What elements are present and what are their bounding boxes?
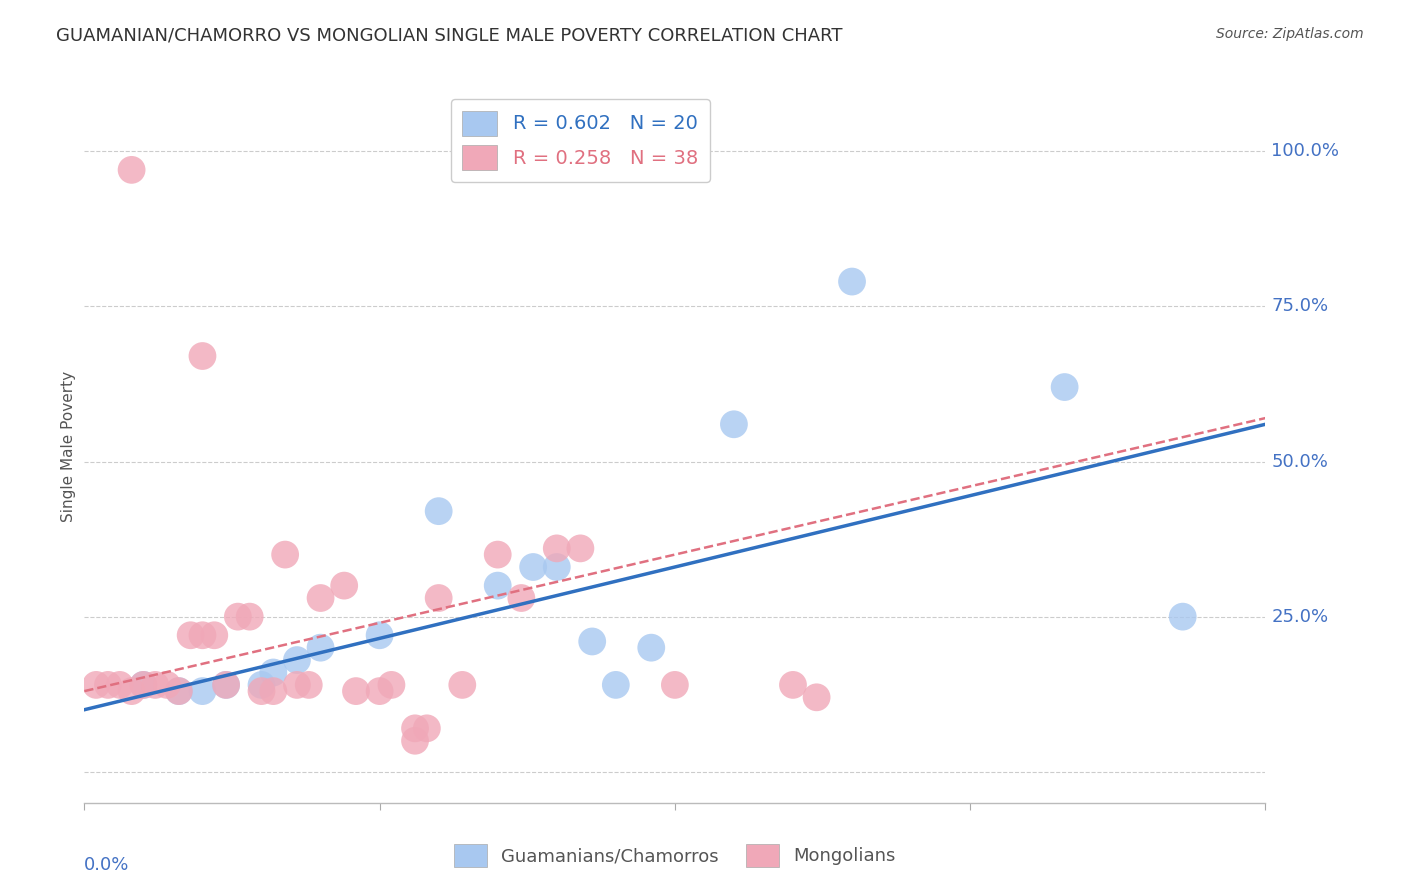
Point bbox=[344, 684, 367, 698]
Point bbox=[309, 591, 332, 605]
Point bbox=[546, 560, 568, 574]
Point bbox=[841, 275, 863, 289]
Point bbox=[285, 653, 308, 667]
Text: 25.0%: 25.0% bbox=[1271, 607, 1329, 625]
Point bbox=[298, 678, 321, 692]
Point bbox=[108, 678, 131, 692]
Point bbox=[404, 722, 426, 736]
Point bbox=[486, 579, 509, 593]
Point bbox=[239, 609, 262, 624]
Point bbox=[1171, 609, 1194, 624]
Text: GUAMANIAN/CHAMORRO VS MONGOLIAN SINGLE MALE POVERTY CORRELATION CHART: GUAMANIAN/CHAMORRO VS MONGOLIAN SINGLE M… bbox=[56, 27, 842, 45]
Point bbox=[404, 733, 426, 747]
Point bbox=[451, 678, 474, 692]
Point bbox=[132, 678, 155, 692]
Point bbox=[664, 678, 686, 692]
Point bbox=[215, 678, 238, 692]
Point bbox=[250, 678, 273, 692]
Y-axis label: Single Male Poverty: Single Male Poverty bbox=[60, 370, 76, 522]
Point bbox=[262, 684, 284, 698]
Legend: Guamanians/Chamorros, Mongolians: Guamanians/Chamorros, Mongolians bbox=[446, 835, 904, 876]
Text: 100.0%: 100.0% bbox=[1271, 142, 1340, 161]
Point bbox=[84, 678, 107, 692]
Point bbox=[156, 678, 179, 692]
Point bbox=[546, 541, 568, 556]
Point bbox=[569, 541, 592, 556]
Point bbox=[143, 678, 166, 692]
Point bbox=[274, 548, 297, 562]
Point bbox=[121, 684, 143, 698]
Point bbox=[427, 591, 450, 605]
Point bbox=[427, 504, 450, 518]
Text: 0.0%: 0.0% bbox=[84, 856, 129, 874]
Text: 75.0%: 75.0% bbox=[1271, 297, 1329, 316]
Point bbox=[226, 609, 249, 624]
Point bbox=[191, 628, 214, 642]
Point bbox=[522, 560, 544, 574]
Point bbox=[180, 628, 202, 642]
Text: 50.0%: 50.0% bbox=[1271, 452, 1329, 470]
Point bbox=[285, 678, 308, 692]
Point bbox=[510, 591, 533, 605]
Text: Source: ZipAtlas.com: Source: ZipAtlas.com bbox=[1216, 27, 1364, 41]
Point bbox=[605, 678, 627, 692]
Point bbox=[97, 678, 120, 692]
Point bbox=[723, 417, 745, 432]
Point bbox=[167, 684, 190, 698]
Point bbox=[368, 628, 391, 642]
Point bbox=[202, 628, 225, 642]
Point bbox=[215, 678, 238, 692]
Point bbox=[782, 678, 804, 692]
Point bbox=[191, 684, 214, 698]
Point bbox=[191, 349, 214, 363]
Point bbox=[1053, 380, 1076, 394]
Point bbox=[309, 640, 332, 655]
Point bbox=[380, 678, 402, 692]
Point bbox=[806, 690, 828, 705]
Point bbox=[250, 684, 273, 698]
Point bbox=[368, 684, 391, 698]
Point bbox=[640, 640, 662, 655]
Point bbox=[333, 579, 356, 593]
Point bbox=[121, 162, 143, 177]
Point bbox=[262, 665, 284, 680]
Point bbox=[581, 634, 603, 648]
Point bbox=[132, 678, 155, 692]
Point bbox=[416, 722, 439, 736]
Point bbox=[167, 684, 190, 698]
Point bbox=[486, 548, 509, 562]
